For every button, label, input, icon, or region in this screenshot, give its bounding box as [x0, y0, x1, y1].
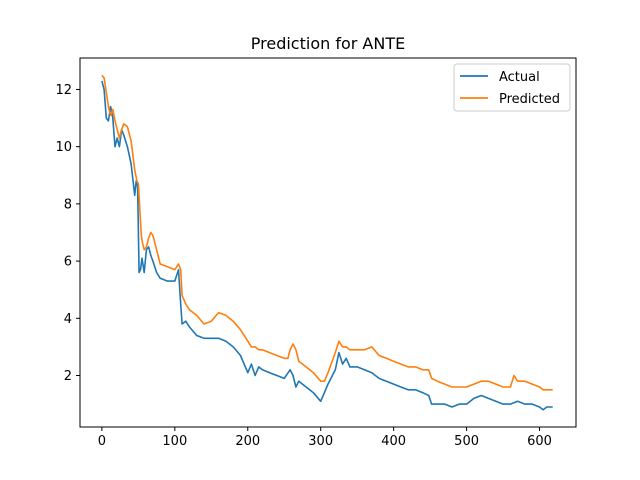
x-tick-label: 600 [527, 434, 552, 449]
x-tick-label: 200 [235, 434, 260, 449]
series-line-actual [101, 80, 553, 411]
x-tick-label: 100 [162, 434, 187, 449]
y-tick-label: 12 [55, 83, 72, 98]
y-tick-label: 4 [64, 312, 72, 327]
series-line-predicted [101, 74, 553, 391]
y-tick-label: 8 [64, 197, 72, 212]
y-tick-label: 10 [55, 140, 72, 155]
y-axis: 2 4 6 8 10 12 [55, 83, 80, 384]
legend: Actual Predicted [453, 63, 571, 112]
x-tick-label: 500 [454, 434, 479, 449]
x-axis: 0 100 200 300 400 500 600 [98, 427, 552, 449]
y-tick-label: 6 [64, 255, 72, 270]
chart-title: Prediction for ANTE [251, 34, 405, 53]
plot-area [79, 57, 577, 428]
legend-label-actual: Actual [499, 70, 540, 85]
x-tick-label: 0 [98, 434, 106, 449]
x-tick-label: 400 [381, 434, 406, 449]
legend-label-predicted: Predicted [499, 92, 560, 107]
x-tick-label: 300 [308, 434, 333, 449]
plot-frame [79, 57, 577, 428]
y-tick-label: 2 [64, 369, 72, 384]
